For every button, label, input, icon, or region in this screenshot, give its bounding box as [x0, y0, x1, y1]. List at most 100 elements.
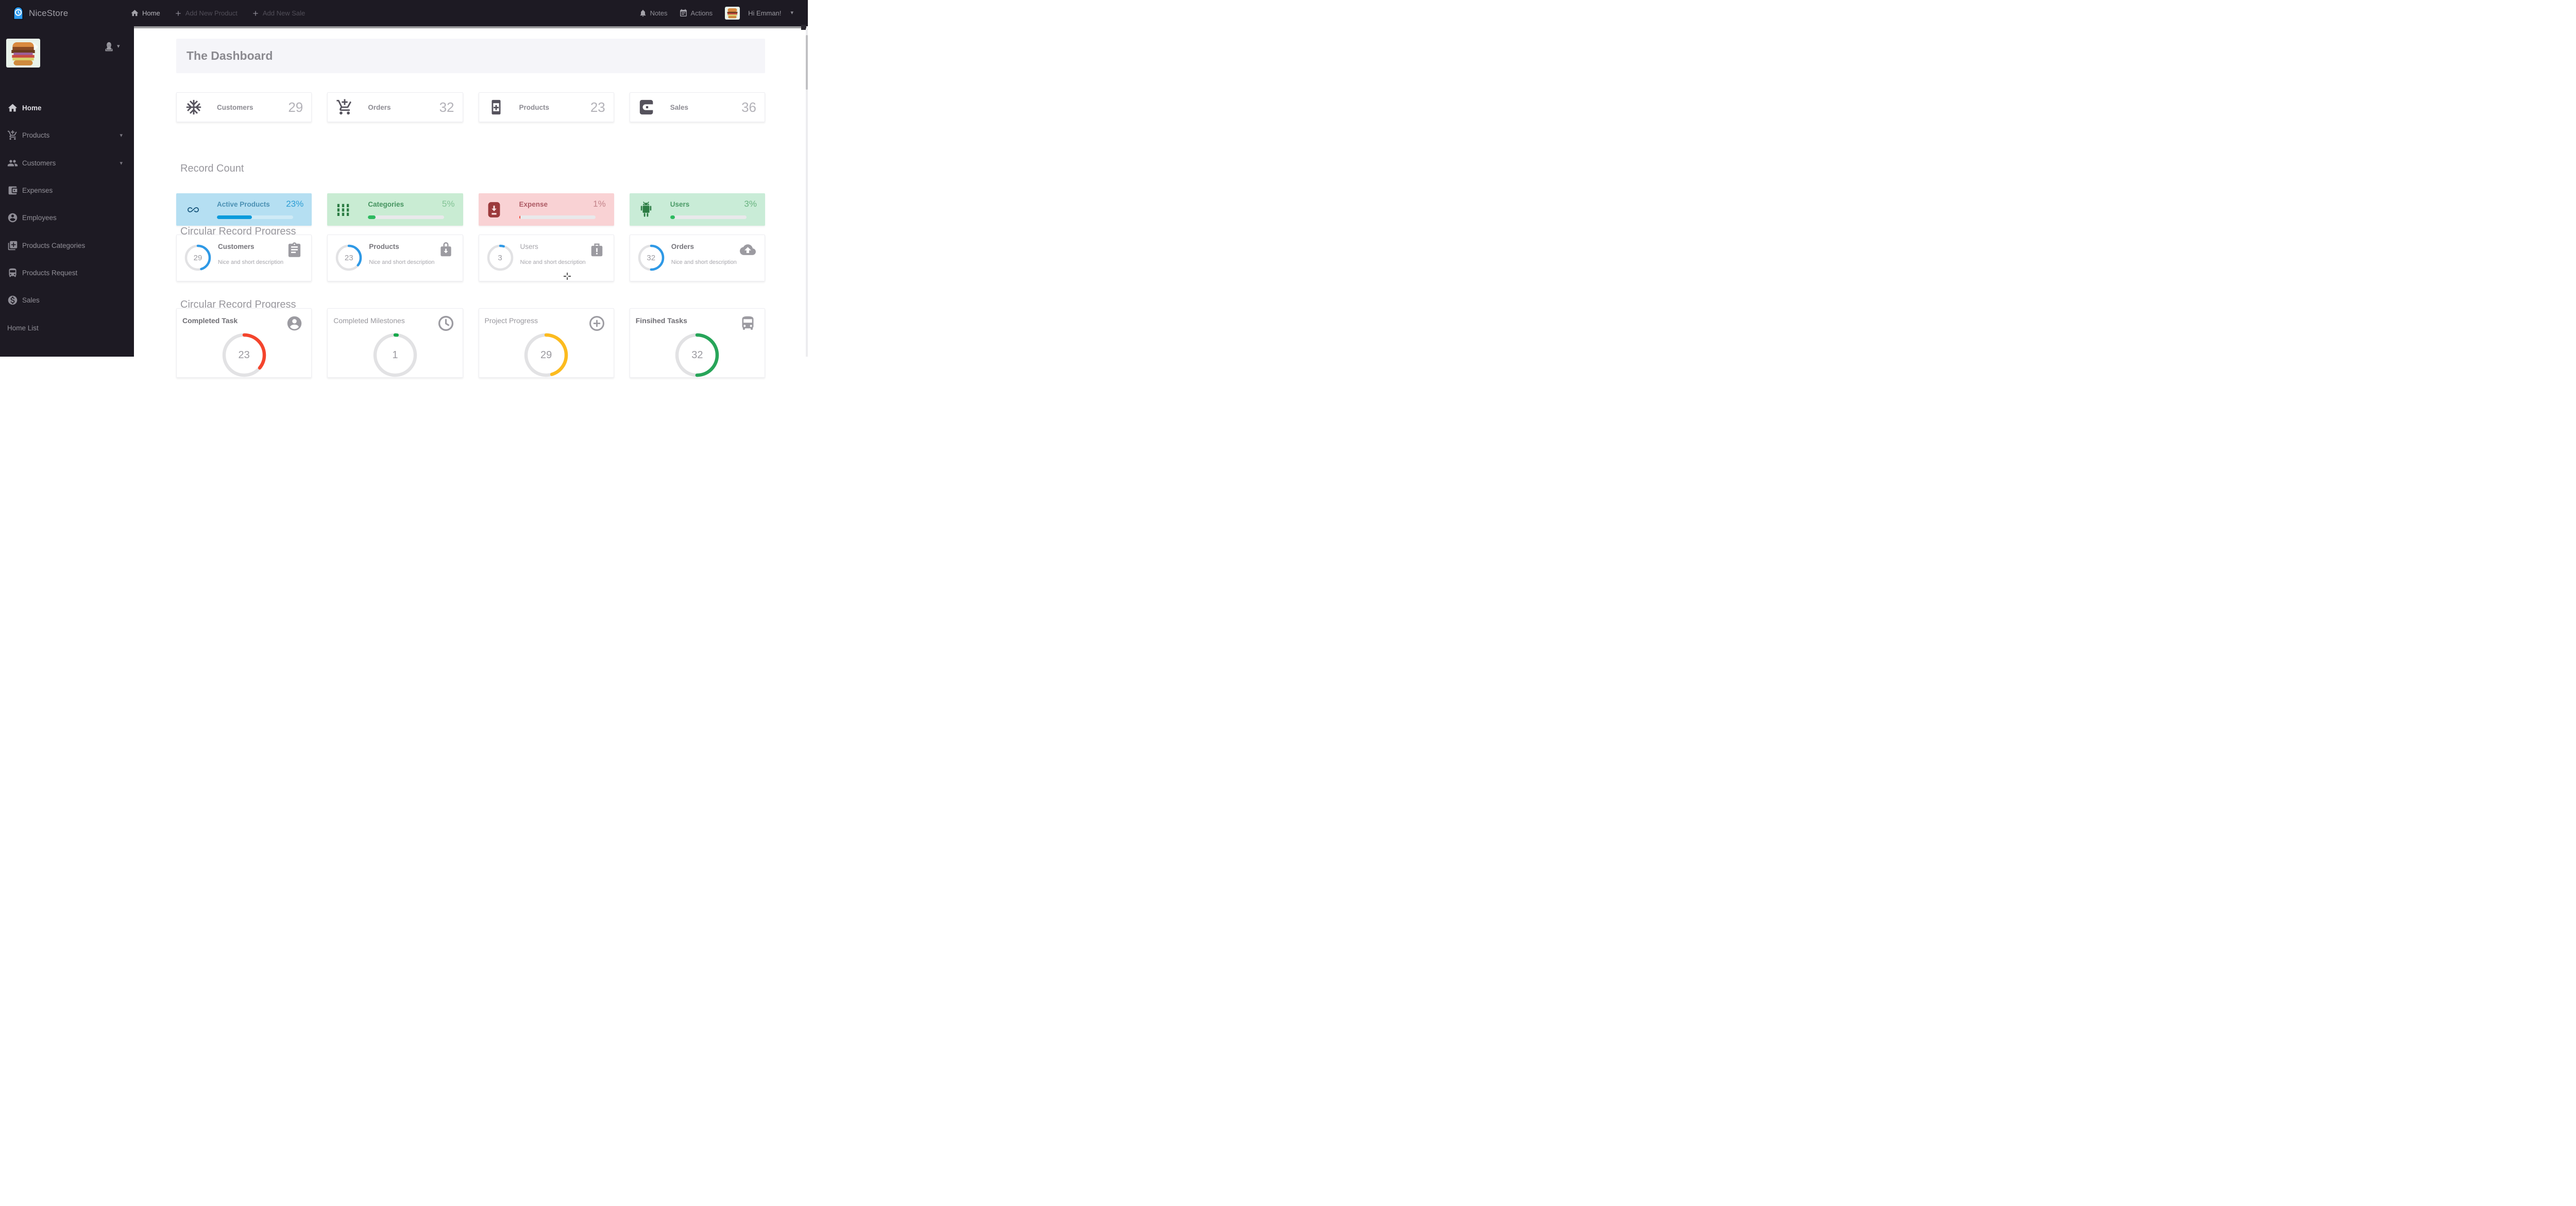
horizontal-scrollbar[interactable]	[134, 25, 806, 30]
sidebar-item-label: Sales	[22, 296, 40, 305]
calendar-note-icon	[680, 9, 687, 16]
burger-avatar-image	[6, 39, 40, 68]
stat-label: Orders	[368, 103, 391, 111]
circular-card-description: Nice and short description	[218, 259, 284, 265]
brand[interactable]: NiceStore	[0, 6, 130, 21]
android-icon	[638, 201, 655, 219]
sidebar-item-label: Customers	[22, 159, 56, 167]
notes-label: Notes	[650, 9, 668, 17]
add-cart-icon	[336, 99, 352, 115]
burger-avatar-image	[725, 7, 740, 20]
sidebar-item-sales[interactable]: Sales	[0, 287, 134, 314]
big-card-label: Project Progress	[484, 316, 538, 325]
big-circular-card-completed-task: Completed Task 23	[176, 308, 312, 378]
record-card-expense: Expense 1%	[478, 193, 614, 226]
sidebar-item-products-categories[interactable]: Products Categories	[0, 231, 134, 259]
sidebar-item-label: Products Categories	[22, 241, 86, 249]
wallet-icon	[7, 185, 18, 196]
infinity-icon	[184, 201, 202, 219]
big-circular-card-completed-milestones: Completed Milestones 1	[327, 308, 463, 378]
sidebar-item-employees[interactable]: Employees	[0, 204, 134, 231]
record-card-label: Expense	[519, 200, 548, 208]
vertical-scrollbar[interactable]	[806, 28, 808, 357]
stat-label: Customers	[217, 103, 253, 111]
plus-icon	[253, 10, 258, 16]
section-heading-record-count: Record Count	[180, 162, 244, 174]
progress-value: 32	[647, 253, 656, 262]
stat-label: Products	[519, 103, 550, 111]
chevron-down-icon: ▾	[117, 43, 120, 49]
sidebar-item-label: Products	[22, 131, 50, 140]
sidebar-item-products-request[interactable]: Products Request	[0, 259, 134, 287]
stat-value: 23	[590, 99, 605, 115]
add-circle-icon	[589, 316, 604, 331]
user-avatar-image[interactable]	[725, 7, 740, 20]
big-card-label: Completed Milestones	[333, 316, 405, 325]
progress-value: 32	[691, 349, 703, 361]
stat-card-sales: Sales 36	[629, 92, 765, 122]
topnav-home[interactable]: Home	[130, 9, 160, 18]
record-card-percent: 5%	[442, 199, 455, 209]
sidebar-item-customers[interactable]: Customers ▾	[0, 149, 134, 177]
user-avatar-image[interactable]	[6, 39, 40, 68]
circular-card-label: Users	[520, 243, 538, 250]
circular-card-products: 23 Products Nice and short description	[327, 234, 463, 281]
circular-card-label: Products	[369, 243, 399, 250]
record-card-categories: Categories 5%	[327, 193, 463, 226]
stat-value: 32	[439, 99, 454, 115]
topnav-add-new-product[interactable]: Add New Product	[174, 9, 238, 18]
actions-button[interactable]: Actions	[679, 9, 713, 18]
sidebar-account-menu[interactable]: ▾	[104, 41, 120, 52]
stat-card-customers: Customers 29	[176, 92, 312, 122]
stat-label: Sales	[670, 103, 689, 111]
sidebar-item-home-list[interactable]: Home List	[0, 314, 134, 341]
page-title: The Dashboard	[187, 49, 273, 62]
notes-button[interactable]: Notes	[639, 9, 668, 18]
sidebar-menu: Home Products ▾ Customers ▾ Expenses	[0, 94, 134, 342]
library-add-icon	[7, 240, 18, 251]
horizontal-scrollbar-thumb[interactable]	[801, 25, 806, 30]
sidebar-item-expenses[interactable]: Expenses	[0, 177, 134, 204]
main-content: The Dashboard Customers 29 Orders 32 Pro…	[134, 28, 808, 378]
sidebar-item-label: Employees	[22, 214, 57, 222]
progress-ring	[487, 244, 513, 271]
snowflake-icon	[186, 99, 201, 115]
home-icon	[131, 10, 139, 16]
progress-value: 3	[498, 253, 502, 262]
nicestore-logo-icon	[13, 6, 23, 20]
record-card-users: Users 3%	[629, 193, 765, 226]
sidebar-item-products[interactable]: Products ▾	[0, 122, 134, 149]
person-circle-icon	[7, 212, 18, 223]
sidebar-item-label: Home List	[7, 324, 39, 332]
section-heading-circular-2: Circular Record Progress	[180, 298, 296, 310]
stat-card-orders: Orders 32	[327, 92, 463, 122]
progress-value: 23	[344, 253, 353, 262]
sidebar-item-label: Products Request	[22, 269, 78, 277]
grid-icon	[335, 201, 353, 219]
user-greeting[interactable]: Hi Emman!	[748, 9, 782, 17]
bell-icon	[640, 10, 646, 17]
vertical-scrollbar-thumb[interactable]	[806, 35, 808, 90]
sidebar-item-home[interactable]: Home	[0, 94, 134, 122]
bus-icon	[742, 316, 754, 330]
progress-bar	[519, 215, 596, 219]
cloud-upload-icon	[740, 244, 756, 255]
stat-value: 29	[288, 99, 303, 115]
sidebar-item-label: Expenses	[22, 187, 53, 195]
circular-card-description: Nice and short description	[369, 259, 435, 265]
chevron-down-icon[interactable]: ▾	[790, 10, 793, 16]
record-card-label: Active Products	[217, 200, 270, 208]
archive-download-icon	[487, 201, 504, 219]
stat-value: 36	[741, 99, 756, 115]
page-title-panel: The Dashboard	[176, 39, 765, 73]
circular-card-description: Nice and short description	[671, 259, 737, 265]
record-card-percent: 3%	[744, 199, 757, 209]
circular-card-description: Nice and short description	[520, 259, 586, 265]
clock-icon	[438, 315, 453, 331]
home-icon	[7, 103, 18, 113]
progress-ring	[524, 333, 568, 377]
topnav-right: Notes Actions Hi Emman! ▾	[632, 7, 808, 20]
section-heading-circular-1: Circular Record Progress	[180, 225, 296, 237]
topnav-add-new-sale[interactable]: Add New Sale	[251, 9, 305, 18]
topnav-links: Home Add New Product Add New Sale	[130, 9, 305, 18]
